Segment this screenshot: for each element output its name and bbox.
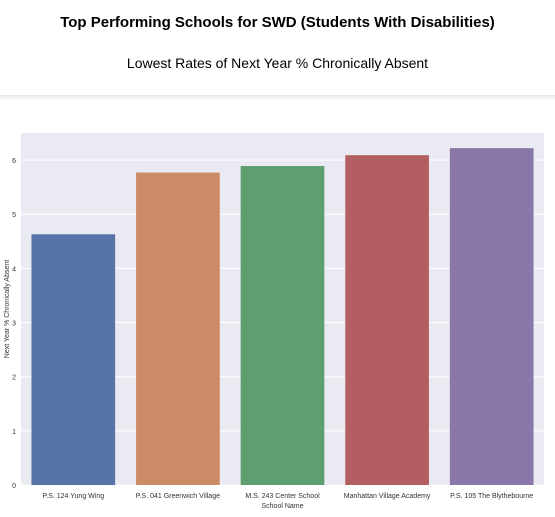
y-axis-ticks: 0 1 2 3 4 5 6 — [12, 158, 16, 490]
x-tick-label: P.S. 124 Yung Wing — [42, 493, 104, 500]
y-tick-label: 0 — [12, 483, 16, 490]
y-tick-label: 1 — [12, 429, 16, 436]
page-subtitle: Lowest Rates of Next Year % Chronically … — [0, 55, 555, 71]
bar — [136, 173, 220, 485]
x-tick-label: M.S. 243 Center School — [245, 493, 320, 500]
header: Top Performing Schools for SWD (Students… — [0, 0, 555, 96]
y-axis-label: Next Year % Chronically Absent — [4, 260, 11, 358]
y-tick-label: 3 — [12, 321, 16, 328]
x-axis-label: School Name — [261, 503, 303, 510]
bar — [31, 234, 115, 485]
page-title: Top Performing Schools for SWD (Students… — [0, 14, 555, 31]
y-tick-label: 6 — [12, 158, 16, 165]
y-tick-label: 2 — [12, 375, 16, 382]
x-tick-label: Manhattan Village Academy — [344, 493, 431, 500]
x-axis-ticks: P.S. 124 Yung Wing P.S. 041 Greenwich Vil… — [42, 493, 533, 500]
bar — [450, 148, 534, 485]
y-tick-label: 5 — [12, 212, 16, 219]
bar — [345, 155, 429, 485]
y-tick-label: 4 — [12, 266, 16, 273]
x-tick-label: P.S. 041 Greenwich Village — [136, 493, 220, 500]
bar-chart: 0 1 2 3 4 5 6 P.S. 124 Yung Wing P.S. 041 Green… — [0, 100, 555, 512]
chart-container: 0 1 2 3 4 5 6 P.S. 124 Yung Wing P.S. 041 Green… — [0, 100, 555, 512]
x-tick-label: P.S. 105 The Blythebourne — [450, 493, 533, 500]
bar — [241, 166, 325, 485]
